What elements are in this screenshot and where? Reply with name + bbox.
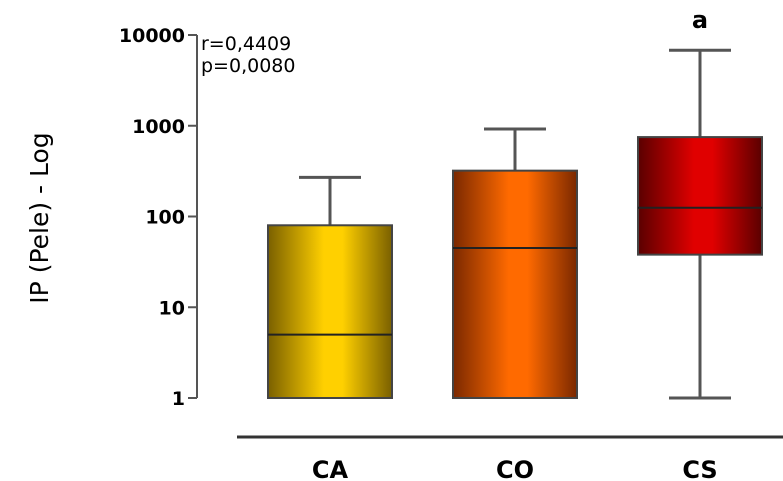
- p-value-stat: p=0,0080: [201, 55, 295, 77]
- x-category-label: CA: [312, 456, 349, 481]
- x-category-label: CO: [496, 456, 534, 481]
- y-tick-label: 10000: [119, 25, 185, 47]
- box-co: [452, 169, 578, 399]
- box-cs: [637, 136, 763, 256]
- y-axis-label: IP (Pele) - Log: [25, 132, 54, 303]
- box-ca: [267, 224, 393, 399]
- y-tick-label: 1: [172, 388, 185, 410]
- y-tick-label: 10: [159, 297, 185, 319]
- y-tick-label: 100: [145, 207, 185, 229]
- x-category-label: CS: [682, 456, 717, 481]
- correlation-stat: r=0,4409: [201, 33, 291, 55]
- y-tick-label: 1000: [132, 116, 185, 138]
- significance-marker: a: [692, 6, 708, 34]
